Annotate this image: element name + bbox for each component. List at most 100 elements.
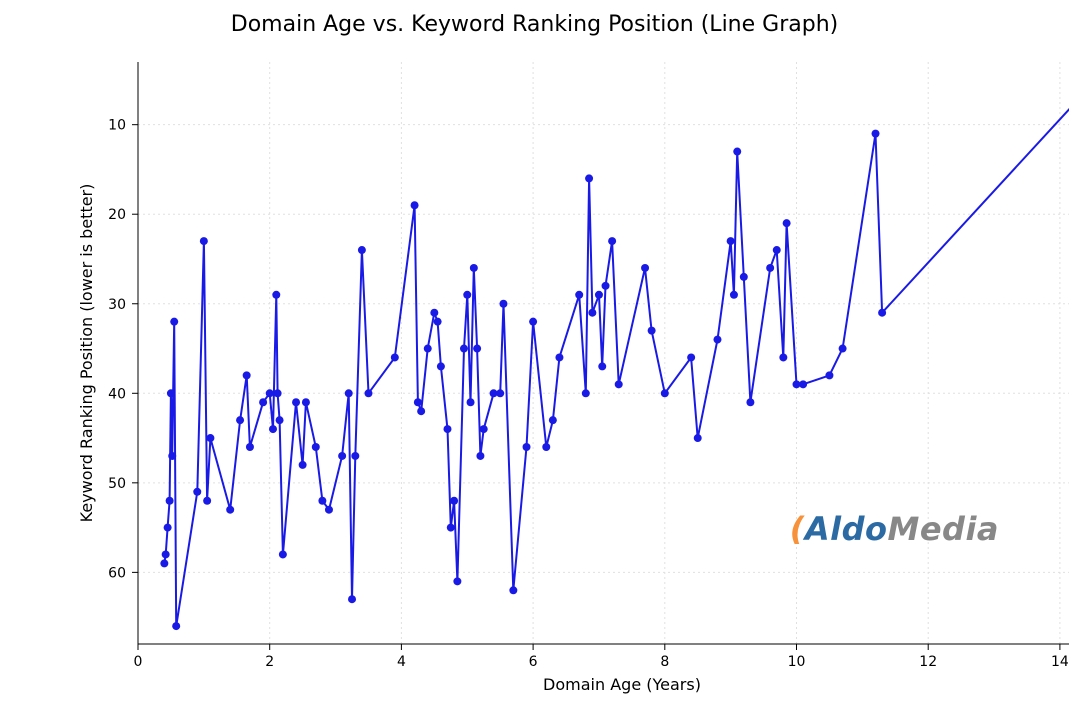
x-tick-label: 12 xyxy=(919,654,937,670)
data-point xyxy=(727,237,735,245)
data-point xyxy=(226,506,234,514)
data-point xyxy=(687,353,695,361)
data-point xyxy=(351,452,359,460)
data-point xyxy=(602,282,610,290)
data-point xyxy=(172,622,180,630)
x-tick-label: 0 xyxy=(134,654,143,670)
data-point xyxy=(266,389,274,397)
data-point xyxy=(799,380,807,388)
data-point xyxy=(476,452,484,460)
x-tick-label: 6 xyxy=(529,654,538,670)
data-point xyxy=(473,345,481,353)
data-point xyxy=(243,371,251,379)
data-point xyxy=(713,336,721,344)
data-point xyxy=(312,443,320,451)
data-point xyxy=(740,273,748,281)
data-point xyxy=(437,362,445,370)
data-point xyxy=(160,559,168,567)
x-tick-label: 2 xyxy=(265,654,274,670)
y-tick-label: 60 xyxy=(108,565,126,581)
data-point xyxy=(608,237,616,245)
data-point xyxy=(661,389,669,397)
data-point xyxy=(779,353,787,361)
x-tick-label: 10 xyxy=(788,654,806,670)
data-point xyxy=(496,389,504,397)
data-point xyxy=(414,398,422,406)
data-point xyxy=(345,389,353,397)
data-point xyxy=(766,264,774,272)
y-tick-label: 20 xyxy=(108,207,126,223)
data-point xyxy=(575,291,583,299)
data-point xyxy=(555,353,563,361)
data-point xyxy=(193,488,201,496)
data-point xyxy=(470,264,478,272)
data-point xyxy=(783,219,791,227)
plot-area: 02468101214102030405060Domain Age (Years… xyxy=(78,52,1046,634)
data-point xyxy=(480,425,488,433)
data-point xyxy=(259,398,267,406)
data-point xyxy=(200,237,208,245)
data-point xyxy=(162,550,170,558)
data-point xyxy=(447,524,455,532)
data-point xyxy=(694,434,702,442)
data-point xyxy=(168,452,176,460)
data-point xyxy=(299,461,307,469)
data-point xyxy=(467,398,475,406)
data-point xyxy=(595,291,603,299)
data-point xyxy=(364,389,372,397)
x-tick-label: 8 xyxy=(660,654,669,670)
data-point xyxy=(206,434,214,442)
data-point xyxy=(203,497,211,505)
y-tick-label: 10 xyxy=(108,118,126,134)
data-point xyxy=(773,246,781,254)
data-point xyxy=(434,318,442,326)
data-point xyxy=(318,497,326,505)
data-point xyxy=(872,130,880,138)
y-tick-label: 50 xyxy=(108,476,126,492)
chart-figure: Domain Age vs. Keyword Ranking Position … xyxy=(0,0,1069,698)
data-point xyxy=(166,497,174,505)
data-point xyxy=(348,595,356,603)
data-point xyxy=(236,416,244,424)
data-point xyxy=(585,174,593,182)
data-point xyxy=(424,345,432,353)
data-point xyxy=(648,327,656,335)
data-point xyxy=(549,416,557,424)
data-point xyxy=(825,371,833,379)
data-point xyxy=(292,398,300,406)
data-point xyxy=(523,443,531,451)
data-point xyxy=(167,389,175,397)
y-tick-label: 30 xyxy=(108,297,126,313)
x-axis-label: Domain Age (Years) xyxy=(543,675,701,694)
data-point xyxy=(246,443,254,451)
data-point xyxy=(746,398,754,406)
data-point xyxy=(391,353,399,361)
data-point xyxy=(338,452,346,460)
data-point xyxy=(417,407,425,415)
y-axis-label: Keyword Ranking Position (lower is bette… xyxy=(77,184,96,523)
data-point xyxy=(279,550,287,558)
data-point xyxy=(269,425,277,433)
y-tick-label: 40 xyxy=(108,386,126,402)
data-point xyxy=(641,264,649,272)
data-series xyxy=(160,94,1069,630)
data-point xyxy=(509,586,517,594)
data-point xyxy=(443,425,451,433)
data-point xyxy=(542,443,550,451)
data-point xyxy=(878,309,886,317)
data-point xyxy=(170,318,178,326)
data-point xyxy=(411,201,419,209)
data-point xyxy=(272,291,280,299)
data-point xyxy=(839,345,847,353)
series-line xyxy=(164,98,1069,626)
data-point xyxy=(274,389,282,397)
data-point xyxy=(588,309,596,317)
data-point xyxy=(582,389,590,397)
chart-title: Domain Age vs. Keyword Ranking Position … xyxy=(0,12,1069,37)
data-point xyxy=(733,148,741,156)
data-point xyxy=(453,577,461,585)
data-point xyxy=(450,497,458,505)
data-point xyxy=(499,300,507,308)
data-point xyxy=(615,380,623,388)
data-point xyxy=(302,398,310,406)
